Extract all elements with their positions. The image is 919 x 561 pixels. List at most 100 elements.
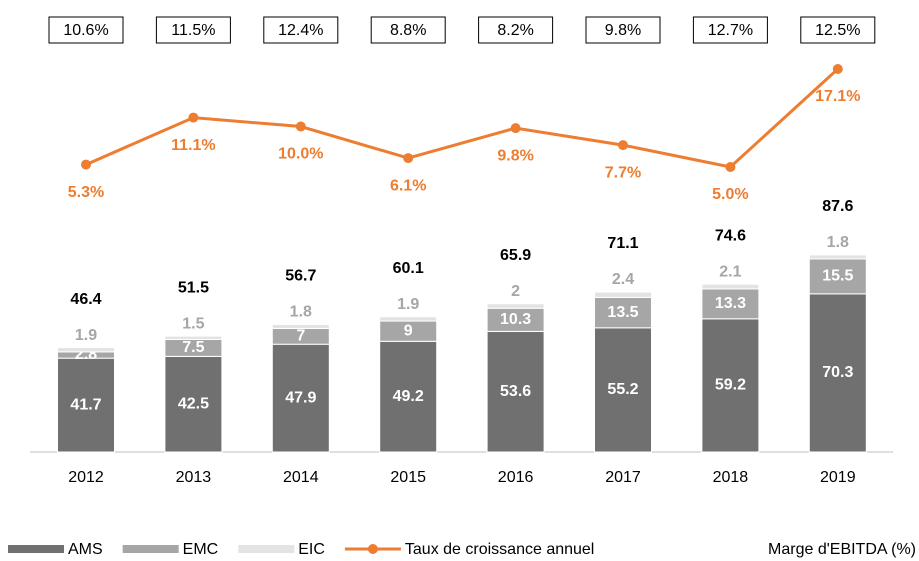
data-label: 1.8 [827,234,849,251]
total-label: 56.7 [285,268,316,285]
line-label: 17.1% [815,88,860,105]
legend-label: AMS [68,541,103,558]
margin-label: 12.4% [278,22,323,39]
bar-segment [486,303,545,309]
margin-label: 12.5% [815,22,860,39]
total-label: 65.9 [500,247,531,264]
data-label: 2 [511,283,520,300]
data-label: 42.5 [178,395,209,412]
total-label: 74.6 [715,227,746,244]
line-point [295,121,306,132]
data-label: 41.7 [70,396,101,413]
x-tick-label: 2016 [498,469,534,486]
bar-segment [164,335,223,340]
bar-segment [164,355,223,453]
data-label: 1.5 [182,315,204,332]
data-label: 1.9 [75,327,97,344]
legend-label: Marge d'EBITDA (%) [768,541,916,558]
x-tick-label: 2013 [176,469,212,486]
bar-segment [701,283,760,290]
line-label: 11.1% [171,137,215,154]
bar-segment [271,343,330,453]
margin-box [800,16,876,44]
total-label: 87.6 [822,198,853,215]
data-label: 10.3 [500,311,531,328]
data-label: 7.5 [182,339,204,356]
bar-segment [594,327,652,453]
line-label: 5.3% [68,184,104,201]
line-label: 9.8% [497,147,533,164]
bar-segment [808,293,867,453]
x-tick-label: 2012 [68,469,104,486]
total-label: 46.4 [70,291,101,308]
line-point [725,162,736,172]
bar-segment [701,288,760,320]
line-point [403,153,414,164]
bar-segment [594,296,652,329]
x-tick-label: 2014 [283,469,319,486]
data-label: 7 [296,328,305,345]
margin-box [155,16,231,44]
legend-label: Taux de croissance annuel [405,541,594,558]
bar-segment [271,323,330,329]
x-tick-label: 2018 [713,469,749,486]
legend-swatch [122,545,179,553]
total-label: 60.1 [393,260,424,277]
bar-segment [808,254,867,260]
line-point [510,123,521,134]
margin-label: 10.6% [63,22,108,39]
data-label: 1.8 [290,304,312,321]
margin-box [692,16,768,44]
legend-label: EIC [298,541,325,558]
margin-label: 8.8% [390,22,426,39]
line-label: 6.1% [390,177,426,194]
data-label: 59.2 [715,377,746,394]
data-label: 55.2 [607,381,638,398]
bar-segment [701,318,760,453]
bar-segment [57,357,115,453]
margin-box [370,16,446,44]
margin-label: 12.7% [708,22,753,39]
margin-label: 9.8% [605,22,641,39]
total-label: 51.5 [178,279,209,296]
line-point [832,63,843,74]
data-label: 15.5 [822,268,853,285]
margin-label: 11.5% [171,22,215,39]
line-point [618,140,628,151]
line-label: 7.7% [605,164,641,181]
margin-box [48,16,124,44]
data-label: 13.3 [715,295,746,312]
bar-segment [808,258,867,295]
bar-segment [379,316,438,322]
data-label: 1.9 [397,296,419,313]
legend-swatch [8,545,64,553]
data-label: 49.2 [393,388,424,405]
line-label: 5.0% [712,186,748,203]
data-label: 2.4 [612,271,634,288]
margin-box [478,16,554,44]
bar-segment [594,291,652,298]
line [85,67,839,169]
line-point [188,112,199,123]
x-tick-label: 2015 [390,469,426,486]
legend-swatch [238,545,295,553]
x-tick-label: 2017 [605,469,641,486]
total-label: 71.1 [607,235,638,252]
bar-segment [379,340,438,453]
line-label: 10.0% [278,146,323,163]
bar-segment [486,330,545,453]
bar-segment [57,347,115,353]
legend-label: EMC [183,541,219,558]
data-label: 47.9 [285,389,316,406]
margin-box [585,16,661,44]
margin-box [263,16,339,44]
margin-label: 8.2% [497,22,533,39]
legend-marker [367,544,378,554]
data-label: 13.5 [607,304,638,321]
data-label: 2.1 [719,263,741,280]
data-label: 53.6 [500,383,531,400]
x-tick-label: 2019 [820,469,856,486]
line-point [81,159,91,170]
data-label: 9 [404,322,413,339]
